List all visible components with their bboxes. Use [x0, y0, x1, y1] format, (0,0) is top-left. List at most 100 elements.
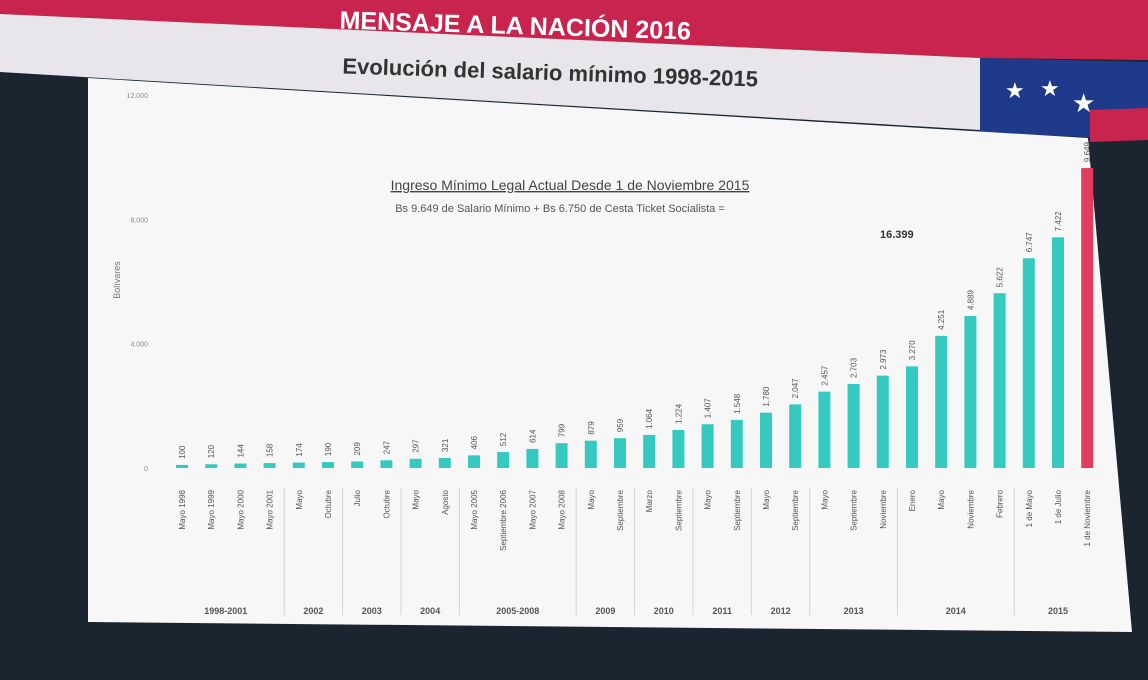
flag-emblem: ★ ★ ★: [980, 58, 1148, 142]
category-label: Mayo 2007: [528, 489, 537, 529]
bar-value-label: 4.251: [937, 309, 946, 330]
bar: [643, 434, 656, 468]
bar: [438, 458, 451, 468]
star-icon: ★: [1005, 78, 1025, 103]
bar: [292, 462, 305, 468]
category-label: Mayo: [295, 489, 304, 509]
category-label: 1 de Noviembre: [1083, 489, 1092, 546]
bar: [526, 448, 539, 468]
y-tick-label: 4.000: [130, 342, 148, 349]
annotation-detail: Bs 9.649 de Salario Mínimo + Bs 6.750 de…: [395, 203, 725, 215]
year-group-label: 2002: [303, 606, 323, 616]
y-tick-label: 0: [144, 466, 148, 473]
bar: [876, 375, 889, 468]
bar-value-label: 879: [587, 421, 596, 435]
category-label: Septiembre: [850, 489, 859, 530]
bar-value-label: 2.457: [820, 365, 829, 386]
bar-value-label: 9.649: [1083, 142, 1092, 163]
salary-bar-chart: Ingreso Mínimo Legal Actual Desde 1 de N…: [112, 93, 1094, 616]
bar-value-label: 297: [412, 439, 421, 453]
category-label: Mayo 2001: [266, 489, 275, 529]
category-label: Noviembre: [966, 489, 975, 528]
bar: [351, 461, 364, 468]
year-group-label: 2010: [654, 606, 674, 616]
category-label: Mayo 2005: [470, 489, 479, 529]
year-group-label: 2015: [1048, 606, 1068, 616]
bar-value-label: 2.973: [879, 349, 888, 370]
year-group-label: 2004: [420, 606, 440, 616]
bar-value-label: 7.422: [1054, 211, 1063, 232]
category-label: Mayo: [937, 489, 946, 509]
category-label: Mayo: [762, 489, 771, 509]
bar: [964, 316, 977, 468]
title-banner: [0, 0, 1148, 60]
bar-value-label: 799: [558, 423, 567, 437]
category-label: Septiembre: [674, 489, 683, 530]
bar-value-label: 6.747: [1025, 232, 1034, 253]
bar: [205, 464, 218, 468]
bar: [322, 462, 334, 468]
bar: [935, 335, 948, 468]
category-label: Julio: [353, 489, 362, 506]
category-label: Mayo 2000: [236, 489, 245, 529]
bar-value-label: 1.064: [645, 408, 654, 429]
category-label: Septiembre: [733, 489, 742, 530]
bar-value-label: 512: [499, 432, 508, 446]
bar: [1081, 168, 1094, 469]
bar-value-label: 959: [616, 418, 625, 432]
bar: [263, 463, 276, 468]
bar-value-label: 174: [295, 443, 304, 457]
category-label: Septiembre: [616, 489, 625, 530]
bar: [1052, 237, 1064, 468]
bar: [760, 412, 772, 468]
bar: [672, 429, 685, 468]
category-label: Febrero: [996, 489, 1005, 518]
annotation-title: Ingreso Mínimo Legal Actual Desde 1 de N…: [391, 177, 750, 193]
star-icon: ★: [1072, 88, 1095, 118]
bar: [409, 458, 422, 468]
bar-value-label: 1.407: [704, 398, 713, 419]
category-label: 1 de Mayo: [1025, 489, 1034, 527]
bar: [701, 424, 714, 468]
bar: [847, 383, 860, 468]
bar: [906, 366, 918, 468]
bar-value-label: 209: [353, 442, 362, 456]
year-group-label: 2011: [712, 606, 732, 616]
year-group-label: 2013: [844, 606, 864, 616]
year-group-label: 2009: [595, 606, 615, 616]
bar-value-label: 3.270: [908, 340, 917, 361]
bar-value-label: 158: [266, 443, 275, 457]
bar-value-label: 4.889: [966, 289, 975, 310]
category-label: Marzo: [645, 489, 654, 512]
year-group-label: 2014: [946, 606, 966, 616]
category-label: Septiembre: [791, 489, 800, 530]
chart-panel: [88, 78, 1132, 632]
bar-value-label: 190: [324, 442, 333, 456]
bar-value-label: 5.622: [996, 267, 1005, 288]
category-label: Mayo: [412, 489, 421, 509]
bar: [176, 464, 188, 468]
category-label: Mayo 1998: [178, 489, 187, 529]
bar-value-label: 2.703: [850, 357, 859, 378]
y-axis-label: Bolívares: [112, 261, 122, 299]
category-label: Septiembre 2006: [499, 489, 508, 550]
annotation-total: 16.399: [880, 229, 914, 241]
bar-value-label: 1.780: [762, 386, 771, 407]
year-group-label: 1998-2001: [204, 606, 247, 616]
bar-value-label: 321: [441, 438, 450, 452]
star-icon: ★: [1040, 76, 1060, 101]
bar-value-label: 247: [382, 440, 391, 454]
bar-value-label: 1.224: [674, 403, 683, 424]
bar-value-label: 406: [470, 435, 479, 449]
category-label: Noviembre: [879, 489, 888, 528]
category-label: Mayo: [587, 489, 596, 509]
subtitle-band: [0, 14, 980, 130]
bar: [614, 438, 626, 468]
bar: [1022, 258, 1035, 468]
year-group-label: 2003: [362, 606, 382, 616]
category-label: Mayo 1999: [207, 489, 216, 529]
bar: [789, 404, 802, 468]
category-label: Enero: [908, 489, 917, 511]
year-group-label: 2012: [771, 606, 791, 616]
